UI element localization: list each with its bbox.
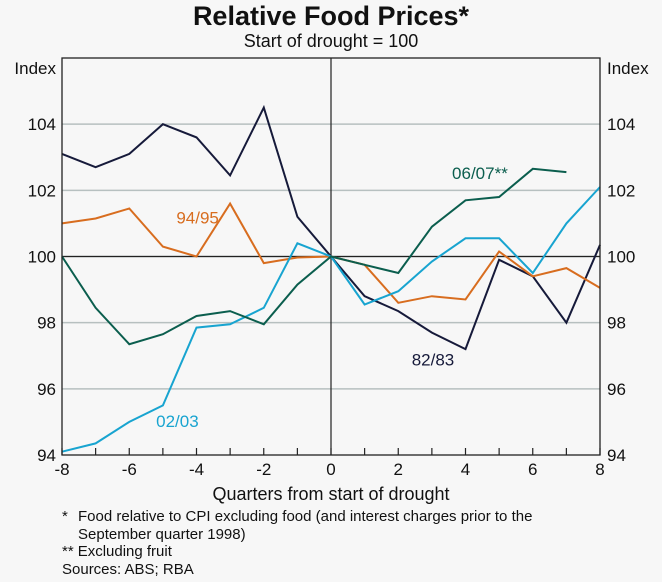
x-axis-label: Quarters from start of drought (212, 484, 449, 504)
x-tick-label: -6 (122, 460, 137, 479)
sources: Sources: ABS; RBA (62, 560, 194, 578)
x-tick-label: 4 (461, 460, 470, 479)
axis-ticks (61, 448, 601, 455)
y-tick-label-left: 94 (37, 446, 56, 465)
footnote-1-cont: September quarter 1998) (78, 525, 246, 543)
x-tick-label: 8 (595, 460, 604, 479)
y-axis-label-left: Index (14, 59, 56, 78)
y-tick-label-left: 100 (28, 248, 56, 267)
y-tick-label-right: 100 (607, 248, 635, 267)
x-tick-label: 6 (528, 460, 537, 479)
y-tick-label-right: 94 (607, 446, 626, 465)
y-tick-label-left: 104 (28, 115, 56, 134)
chart-subtitle: Start of drought = 100 (243, 31, 419, 51)
x-tick-label: -8 (54, 460, 69, 479)
x-tick-label: 2 (394, 460, 403, 479)
y-tick-label-right: 98 (607, 314, 626, 333)
x-tick-label: -2 (256, 460, 271, 479)
footnote-1: * Food relative to CPI excluding food (an… (62, 508, 533, 525)
series-label-8283: 82/83 (412, 351, 455, 370)
y-tick-label-right: 104 (607, 115, 635, 134)
y-tick-label-left: 102 (28, 181, 56, 200)
y-tick-label-left: 98 (37, 314, 56, 333)
y-tick-label-right: 102 (607, 181, 635, 200)
series-lines (61, 104, 601, 453)
y-tick-label-right: 96 (607, 380, 626, 399)
y-tick-label-left: 96 (37, 380, 56, 399)
series-label-0203: 02/03 (156, 412, 199, 431)
series-label-0607: 06/07** (452, 164, 508, 183)
footnote-2: ** Excluding fruit (62, 543, 172, 560)
series-label-9495: 94/95 (176, 208, 219, 227)
series-labels: 82/83 94/95 02/03 06/07** (156, 164, 508, 431)
x-tick-label: 0 (326, 460, 335, 479)
x-tick-label: -4 (189, 460, 204, 479)
y-axis-label-right: Index (607, 59, 649, 78)
chart-title: Relative Food Prices* (192, 1, 470, 31)
series-line-0607 (61, 167, 567, 346)
footnotes: * Food relative to CPI excluding food (an… (62, 508, 532, 578)
